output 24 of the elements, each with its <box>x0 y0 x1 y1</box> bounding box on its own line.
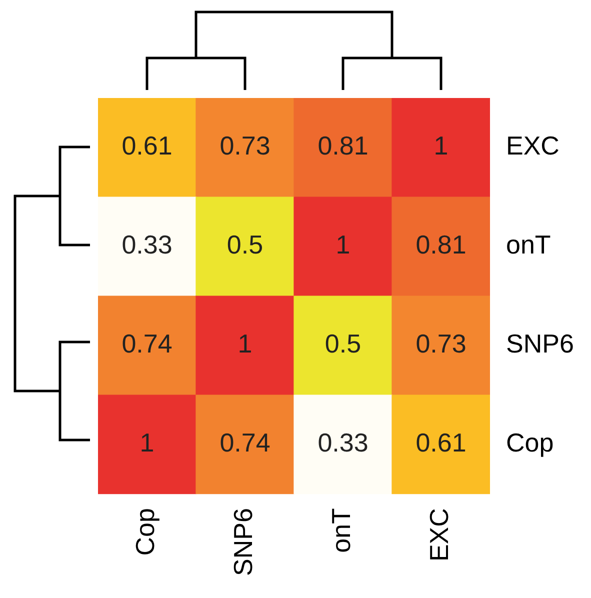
data-label: 0.5 <box>226 230 264 260</box>
data-label: 1 <box>140 428 154 458</box>
x-tick-label: EXC <box>424 508 454 562</box>
data-label: 0.61 <box>122 130 172 161</box>
data-label: 0.74 <box>220 428 270 458</box>
data-label: 0.61 <box>416 428 466 458</box>
data-label: 0.81 <box>416 230 466 260</box>
data-label: 0.73 <box>416 328 466 359</box>
data-label: 0.33 <box>122 230 172 260</box>
y-tick-label: onT <box>506 230 551 260</box>
data-label: 0.73 <box>220 130 270 161</box>
x-tick-label: onT <box>326 508 356 553</box>
data-label: 0.81 <box>318 130 368 161</box>
data-label: 1 <box>238 328 252 359</box>
data-label: 0.74 <box>122 328 172 359</box>
x-tick-label: SNP6 <box>228 508 258 576</box>
y-tick-label: Cop <box>506 428 554 458</box>
data-label: 0.5 <box>324 328 362 359</box>
y-tick-label: EXC <box>506 130 560 161</box>
y-tick-label: SNP6 <box>506 328 574 359</box>
data-label: 1 <box>336 230 350 260</box>
data-label: 1 <box>434 130 448 161</box>
data-label: 0.33 <box>318 428 368 458</box>
x-tick-label: Cop <box>130 508 160 556</box>
